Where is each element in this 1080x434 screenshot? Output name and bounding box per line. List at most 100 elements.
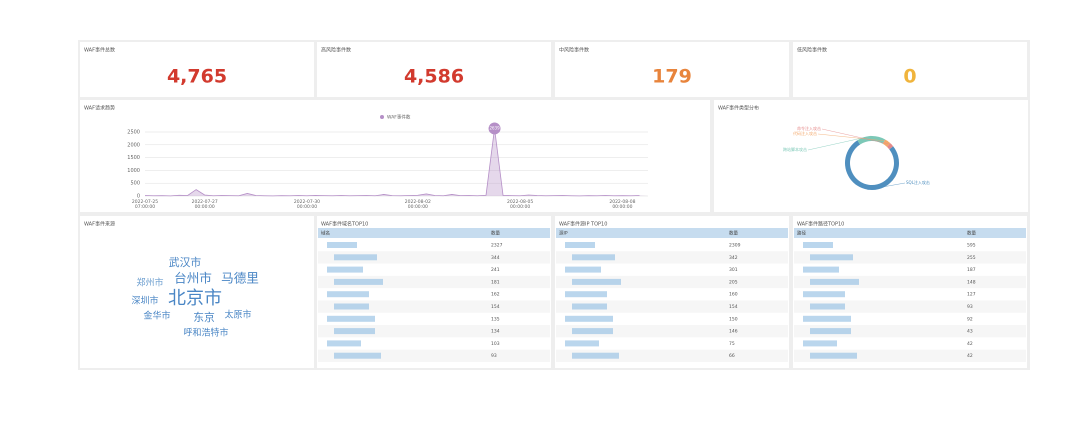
panel-title: 低风险事件数 xyxy=(797,47,827,54)
count-cell: 135 xyxy=(491,316,500,322)
legend-label: WAF事件数 xyxy=(387,114,411,121)
header-cell: 数量 xyxy=(967,230,976,237)
table-row xyxy=(794,325,1026,338)
table-header xyxy=(556,228,788,238)
blurred-cell xyxy=(572,328,613,335)
header-cell: 路径 xyxy=(797,230,806,237)
table-header xyxy=(318,228,550,238)
table-row xyxy=(556,312,788,326)
blurred-cell xyxy=(327,242,357,248)
table-row xyxy=(794,300,1026,313)
table-row xyxy=(318,300,550,313)
word: 马德里 xyxy=(221,271,259,286)
blurred-cell xyxy=(565,266,601,273)
table-row xyxy=(556,288,788,301)
blurred-cell xyxy=(327,291,369,298)
x-tick-label: 2022-07-25 07:00:00 xyxy=(132,199,158,210)
y-tick-label: 1000 xyxy=(127,168,140,174)
count-cell: 595 xyxy=(967,243,976,249)
blurred-cell xyxy=(810,352,857,359)
blurred-cell xyxy=(327,315,375,322)
word: 东京 xyxy=(193,310,215,324)
x-tick-line: 00:00:00 xyxy=(195,204,215,210)
panel xyxy=(80,42,314,97)
x-tick-line: 07:00:00 xyxy=(135,204,155,210)
x-tick-line: 2022-08-08 xyxy=(609,199,635,205)
panel xyxy=(714,100,1028,212)
y-tick-label: 0 xyxy=(137,194,140,200)
blurred-cell xyxy=(803,340,837,347)
table-row xyxy=(318,325,550,338)
donut-label: 命令注入攻击 xyxy=(797,125,821,131)
count-cell: 93 xyxy=(967,304,973,310)
x-tick-line: 2022-07-27 xyxy=(192,199,218,205)
word: 深圳市 xyxy=(131,295,158,307)
count-cell: 241 xyxy=(491,267,500,273)
table-row xyxy=(794,312,1026,326)
blurred-cell xyxy=(565,242,595,248)
count-cell: 92 xyxy=(967,316,973,322)
count-cell: 154 xyxy=(491,304,500,310)
x-tick-label: 2022-07-30 00:00:00 xyxy=(294,199,320,210)
panel xyxy=(80,216,314,368)
blurred-cell xyxy=(334,303,369,310)
word: 北京市 xyxy=(168,288,222,309)
blurred-cell xyxy=(565,340,599,347)
x-tick-line: 00:00:00 xyxy=(297,204,317,210)
x-tick-line: 00:00:00 xyxy=(510,204,530,210)
table-row xyxy=(556,239,788,252)
count-cell: 127 xyxy=(967,292,976,298)
x-tick-line: 00:00:00 xyxy=(612,204,632,210)
blurred-cell xyxy=(334,328,375,335)
count-cell: 2309 xyxy=(729,243,741,249)
word: 郑州市 xyxy=(136,277,163,289)
count-cell: 255 xyxy=(967,255,976,261)
blurred-cell xyxy=(334,278,383,285)
blurred-cell xyxy=(803,266,839,273)
peak-label: 2639 xyxy=(489,125,500,130)
count-cell: 150 xyxy=(729,316,738,322)
panel-title: WAF请求趋势 xyxy=(84,105,115,112)
panel-title: WAF事件源IP TOP10 xyxy=(559,221,607,228)
word: 武汉市 xyxy=(169,255,202,269)
count-cell: 146 xyxy=(729,329,738,335)
blurred-cell xyxy=(572,303,607,310)
panel-title: 高风险事件数 xyxy=(321,47,351,54)
blurred-cell xyxy=(334,254,377,261)
blurred-cell xyxy=(810,254,853,261)
x-tick-line: 2022-08-02 xyxy=(405,199,431,205)
blurred-cell xyxy=(803,315,851,322)
table-row xyxy=(794,263,1026,276)
table-row xyxy=(794,239,1026,252)
blurred-cell xyxy=(327,266,363,273)
donut-label: 跨站脚本攻击 xyxy=(783,146,807,152)
count-cell: 181 xyxy=(491,279,500,285)
count-cell: 205 xyxy=(729,279,738,285)
count-cell: 187 xyxy=(967,267,976,273)
word: 台州市 xyxy=(174,271,212,286)
blurred-cell xyxy=(572,278,621,285)
donut-label: 代码注入攻击 xyxy=(793,130,817,136)
panel xyxy=(317,42,551,97)
table-row xyxy=(556,325,788,338)
card-value: 0 xyxy=(903,66,916,88)
header-cell: 数量 xyxy=(729,230,738,237)
table-row xyxy=(318,239,550,252)
blurred-cell xyxy=(803,291,845,298)
count-cell: 160 xyxy=(729,292,738,298)
blurred-cell xyxy=(572,254,615,261)
x-tick-label: 2022-08-02 00:00:00 xyxy=(405,199,431,210)
count-cell: 93 xyxy=(491,353,497,359)
panel-title: WAF事件总数 xyxy=(84,47,115,54)
card-value: 179 xyxy=(652,66,692,88)
count-cell: 75 xyxy=(729,341,735,347)
y-tick-label: 2500 xyxy=(127,130,140,136)
blurred-cell xyxy=(803,242,833,248)
line xyxy=(144,128,640,197)
blurred-cell xyxy=(572,352,619,359)
leader-line xyxy=(817,133,888,142)
leader-line xyxy=(867,182,906,190)
panel xyxy=(793,42,1027,97)
